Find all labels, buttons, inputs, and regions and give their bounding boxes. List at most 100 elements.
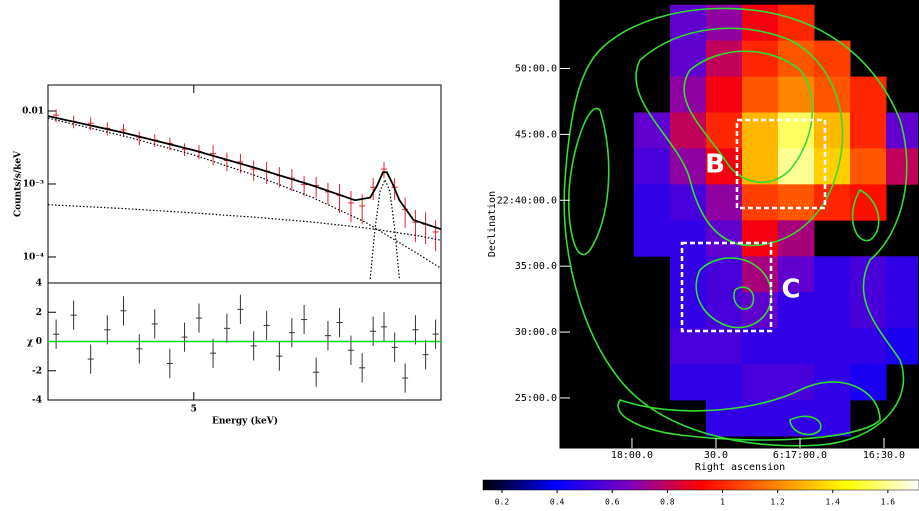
x-tick-label: 30.0 [704,450,728,461]
y-tick-label: 45:00.0 [515,129,557,140]
image-cell [850,76,887,113]
image-cell [885,328,919,365]
image-cell [669,184,707,221]
image-cell [813,292,851,329]
image-cell [741,76,779,113]
colorbar-tick-label: 1.6 [881,498,896,507]
image-cell [813,148,851,185]
image-cell [633,220,671,257]
image-cell [741,328,779,365]
image-cell [741,184,779,221]
image-panel: B C 50:00.0 45:00.0 22:40:00.0 35:00.0 30:00.0… [482,0,919,507]
image-cell [850,256,887,293]
image-cell [850,184,887,221]
image-cell [705,292,743,329]
image-cell [813,40,851,77]
region-label: C [781,275,800,305]
image-cell [885,256,919,293]
colorbar-tick-label: 0.8 [660,498,675,507]
image-cell [777,112,815,149]
image-cell [885,148,919,185]
image-cell [813,256,851,293]
image-cell [669,220,707,257]
y-tick-label: -4 [32,396,42,406]
image-cell [741,400,779,437]
y-tick-label: 22:40:00.0 [497,195,557,206]
region-box [680,241,773,333]
image-cell [705,40,743,77]
image-cell [813,328,851,365]
colorbar-tick-label: 0.4 [550,498,565,507]
plot-frame [47,84,442,284]
image-cell [669,364,707,401]
x-tick-label: 16:30.0 [863,450,905,461]
x-axis-label: Energy (keV) [212,416,278,427]
image-cell [813,76,851,113]
colorbar-tick-label: 0.2 [495,498,510,507]
y-tick-label: -2 [32,366,42,376]
contour [851,188,880,242]
region-label: B [705,150,725,180]
image-cell [669,40,707,77]
y-tick-label: 0.01 [22,106,44,116]
y-tick-label: 4 [36,279,42,289]
x-tick-label: 18:00.0 [611,450,653,461]
contour [567,107,610,256]
y-axis-label: Declination [487,191,498,257]
spectrum-panel: 0.01 10⁻³ 10⁻⁴ Counts/s/keV -4 -2 0 2 4 5 Energy (… [14,84,442,427]
image-cell [850,148,887,185]
y-tick-label: 50:00.0 [515,64,557,75]
image-cell [669,112,707,149]
image-cell [741,292,779,329]
image-cell [669,148,707,185]
image-cell [705,364,743,401]
image-cell [850,328,887,365]
image-cell [813,112,851,149]
contour [563,7,908,447]
image-cell [705,400,743,437]
image-cell [741,220,779,257]
image-cell [741,364,779,401]
model-line [48,115,441,231]
image-cell [705,328,743,365]
image-cell [633,184,671,221]
contour [683,50,814,184]
image-cell [669,328,707,365]
contour [695,257,773,329]
contour [789,415,822,436]
colorbar-tick-label: 1.4 [826,498,841,507]
image-cell [885,292,919,329]
image-cell [777,256,815,293]
model-component [48,204,441,241]
image-cell [777,148,815,185]
contour [733,286,755,310]
contour [617,381,881,441]
colorbar-tick-label: 1 [720,498,725,507]
image-cell [741,112,779,149]
x-tick-label: 6:17:00.0 [773,450,827,461]
plot-area [48,109,441,279]
plot-area [48,294,441,393]
image-cell [777,4,815,42]
image-cell [669,292,707,329]
colorbar-tick-label: 0.6 [605,498,620,507]
colorbar [482,479,919,491]
contour [635,27,844,247]
y-axis-label: χ [27,338,33,348]
image-cell [633,148,671,185]
image-cell [777,40,815,77]
y-tick-label: 10⁻³ [23,179,44,189]
image-cell [777,328,815,365]
image-cell [741,148,779,185]
image-cell [705,4,743,42]
y-tick-label: 35:00.0 [515,261,557,272]
x-tick-label: 5 [191,405,197,415]
image-cell [741,40,779,77]
image-cell [777,364,815,401]
y-tick-label: 25:00.0 [515,393,557,404]
y-tick-label: 0 [36,337,42,347]
image-cell [850,112,887,149]
y-axis-label: Counts/s/keV [14,150,24,217]
image-cell [777,292,815,329]
